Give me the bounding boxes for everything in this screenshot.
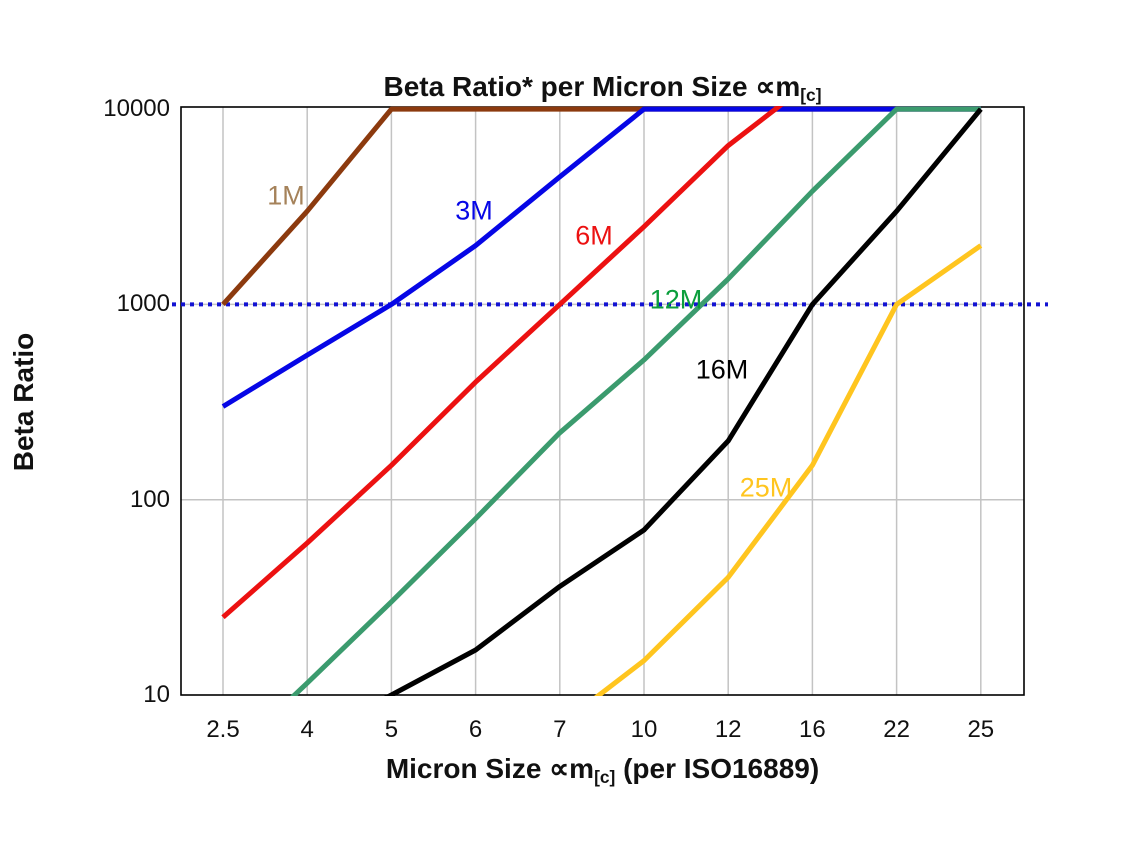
x-axis-title: Micron Size ∝m[c] (per ISO16889) — [181, 752, 1024, 787]
series-line-6M — [221, 106, 784, 620]
chart-title-subscript: [c] — [800, 84, 822, 105]
y-tick-10: 10 — [143, 681, 170, 708]
y-tick-10000: 10000 — [103, 95, 170, 123]
x-axis-title-subscript: [c] — [594, 766, 616, 787]
x-tick-25: 25 — [967, 716, 995, 743]
series-label-12M: 12M — [649, 284, 703, 315]
series-line-3M — [221, 106, 981, 409]
series-label-16M: 16M — [695, 354, 749, 385]
series-line-16M — [383, 107, 983, 696]
x-tick-10: 10 — [630, 716, 658, 743]
chart-title-main: Beta Ratio* per Micron Size ∝m — [383, 71, 801, 102]
series-label-25M: 25M — [739, 472, 793, 503]
x-tick-5: 5 — [384, 716, 399, 743]
x-tick-16: 16 — [799, 716, 826, 743]
x-tick-7: 7 — [553, 716, 567, 743]
x-tick-6: 6 — [468, 716, 483, 743]
series-label-3M: 3M — [455, 195, 493, 226]
series-label-1M: 1M — [267, 180, 305, 211]
y-axis-title: Beta Ratio — [8, 332, 39, 472]
y-tick-1000: 1000 — [116, 290, 170, 318]
x-tick-4: 4 — [300, 716, 314, 743]
series-label-6M: 6M — [575, 220, 613, 251]
y-tick-100: 100 — [129, 485, 170, 513]
chart-title: Beta Ratio* per Micron Size ∝m[c] — [181, 70, 1024, 105]
x-axis-title-pre: Micron Size ∝m — [385, 753, 595, 784]
series-line-25M — [593, 243, 983, 696]
x-tick-12: 12 — [714, 716, 742, 743]
series-line-12M — [289, 106, 981, 696]
x-axis-title-post: (per ISO16889) — [615, 753, 820, 784]
x-tick-2.5: 2.5 — [206, 716, 240, 743]
x-tick-22: 22 — [883, 716, 910, 743]
